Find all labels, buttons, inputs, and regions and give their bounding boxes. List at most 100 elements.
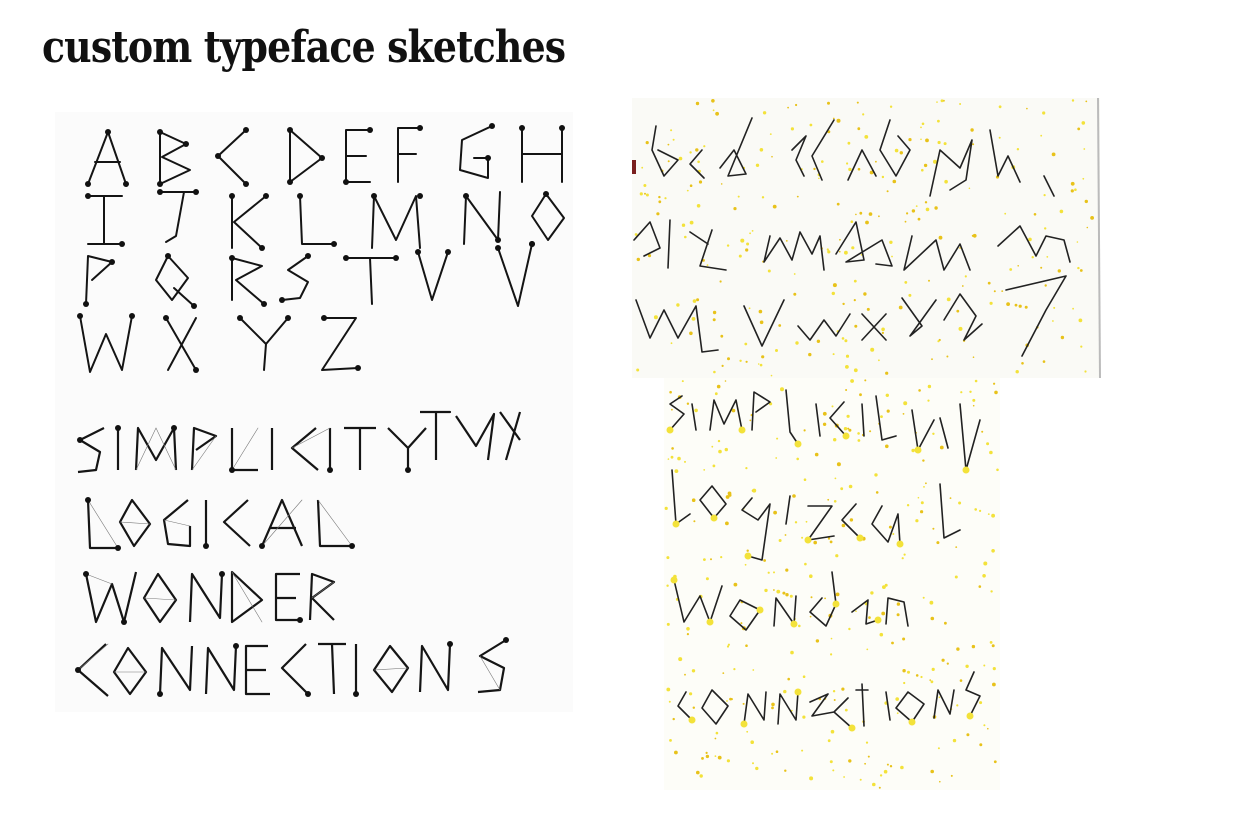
speckle-dot — [849, 518, 854, 522]
speckle-dot — [829, 760, 833, 764]
speckle-dot — [922, 459, 925, 462]
speckle-dot — [738, 254, 742, 258]
speckle-dot — [843, 427, 848, 431]
speckle-dot — [668, 700, 671, 703]
speckle-dot — [925, 482, 927, 485]
speckle-dot — [1009, 268, 1013, 271]
speckle-dot — [908, 138, 912, 142]
left-words-guides — [77, 427, 501, 691]
speckle-dot — [915, 519, 919, 523]
speckle-dot — [674, 469, 679, 473]
speckle-dot — [712, 318, 716, 322]
speckle-dot — [835, 554, 839, 558]
speckle-dot — [830, 637, 833, 640]
speckle-dot — [749, 419, 752, 422]
speckle-dot — [851, 246, 855, 250]
speckle-dot — [742, 702, 745, 705]
speckle-dot — [881, 611, 886, 616]
speckle-dot — [714, 737, 717, 740]
speckle-dot — [841, 687, 845, 691]
speckle-dot — [761, 355, 765, 359]
speckle-dot — [927, 384, 932, 389]
speckle-dot — [796, 195, 799, 198]
speckle-dot — [899, 151, 903, 155]
speckle-dot — [946, 355, 949, 358]
speckle-dot — [813, 167, 816, 171]
speckle-dot — [647, 254, 652, 258]
speckle-dot — [944, 621, 947, 625]
speckle-dot — [1077, 127, 1081, 131]
speckle-dot — [864, 762, 866, 765]
speckle-dot — [848, 167, 852, 172]
speckle-dot — [956, 704, 959, 707]
speckle-dot — [689, 184, 693, 187]
speckle-dot — [896, 602, 901, 606]
speckle-dot — [855, 610, 857, 612]
speckle-dot — [809, 776, 814, 781]
speckle-dot — [771, 706, 774, 710]
speckle-dot — [972, 143, 975, 146]
speckle-dot — [678, 156, 683, 161]
speckle-dot — [715, 731, 719, 735]
speckle-dot — [881, 175, 885, 179]
speckle-dot — [720, 334, 724, 338]
speckle-dot — [757, 363, 760, 365]
speckle-dot — [831, 291, 835, 296]
speckle-dot — [787, 677, 790, 681]
speckle-dot — [922, 596, 925, 599]
speckle-dot — [744, 342, 748, 346]
speckle-dot — [762, 111, 767, 115]
speckle-dot — [865, 741, 869, 744]
speckle-dot — [898, 305, 903, 310]
speckle-dot — [878, 215, 880, 218]
speckle-dot — [987, 513, 990, 515]
speckle-dot — [859, 778, 862, 781]
speckle-dot — [827, 101, 830, 105]
speckle-dot — [720, 556, 723, 559]
speckle-dot — [863, 292, 867, 296]
speckle-dot — [664, 506, 668, 510]
speckle-dot — [759, 320, 764, 325]
speckle-dot — [718, 449, 722, 454]
speckle-dot — [769, 133, 772, 136]
speckle-dot — [761, 196, 765, 199]
speckle-dot — [669, 739, 672, 742]
speckle-dot — [801, 749, 804, 752]
speckle-dot — [839, 250, 841, 253]
speckle-dot — [896, 712, 899, 715]
speckle-dot — [636, 257, 640, 262]
speckle-dot — [864, 379, 867, 382]
speckle-dot — [671, 447, 674, 450]
speckle-dot — [983, 664, 986, 667]
speckle-dot — [784, 769, 787, 772]
speckle-dot — [778, 539, 782, 542]
speckle-dot — [696, 770, 700, 775]
speckle-dot — [889, 765, 893, 768]
speckle-dot — [921, 168, 924, 172]
speckle-dot — [641, 166, 644, 169]
speckle-dot — [939, 445, 944, 450]
speckle-dot — [929, 679, 931, 681]
speckle-dot — [717, 439, 721, 443]
speckle-dot — [1081, 121, 1086, 125]
speckle-dot — [727, 643, 731, 646]
speckle-dot — [827, 250, 831, 254]
speckle-dot — [903, 553, 906, 556]
speckle-dot — [1084, 370, 1087, 373]
speckle-dot — [915, 674, 919, 677]
speckle-dot — [836, 462, 841, 467]
speckle-dot — [827, 739, 831, 743]
speckle-dot — [653, 315, 658, 320]
speckle-dot — [726, 244, 730, 247]
speckle-dot — [1014, 303, 1018, 307]
speckle-dot — [982, 574, 986, 578]
speckle-dot — [927, 399, 930, 402]
speckle-dot — [946, 297, 951, 302]
speckle-dot — [770, 374, 773, 377]
speckle-dot — [775, 750, 779, 753]
speckle-dot — [841, 523, 846, 528]
speckle-dot — [752, 488, 757, 493]
speckle-dot — [1070, 189, 1074, 193]
speckle-dot — [773, 589, 775, 591]
speckle-dot — [906, 504, 910, 507]
